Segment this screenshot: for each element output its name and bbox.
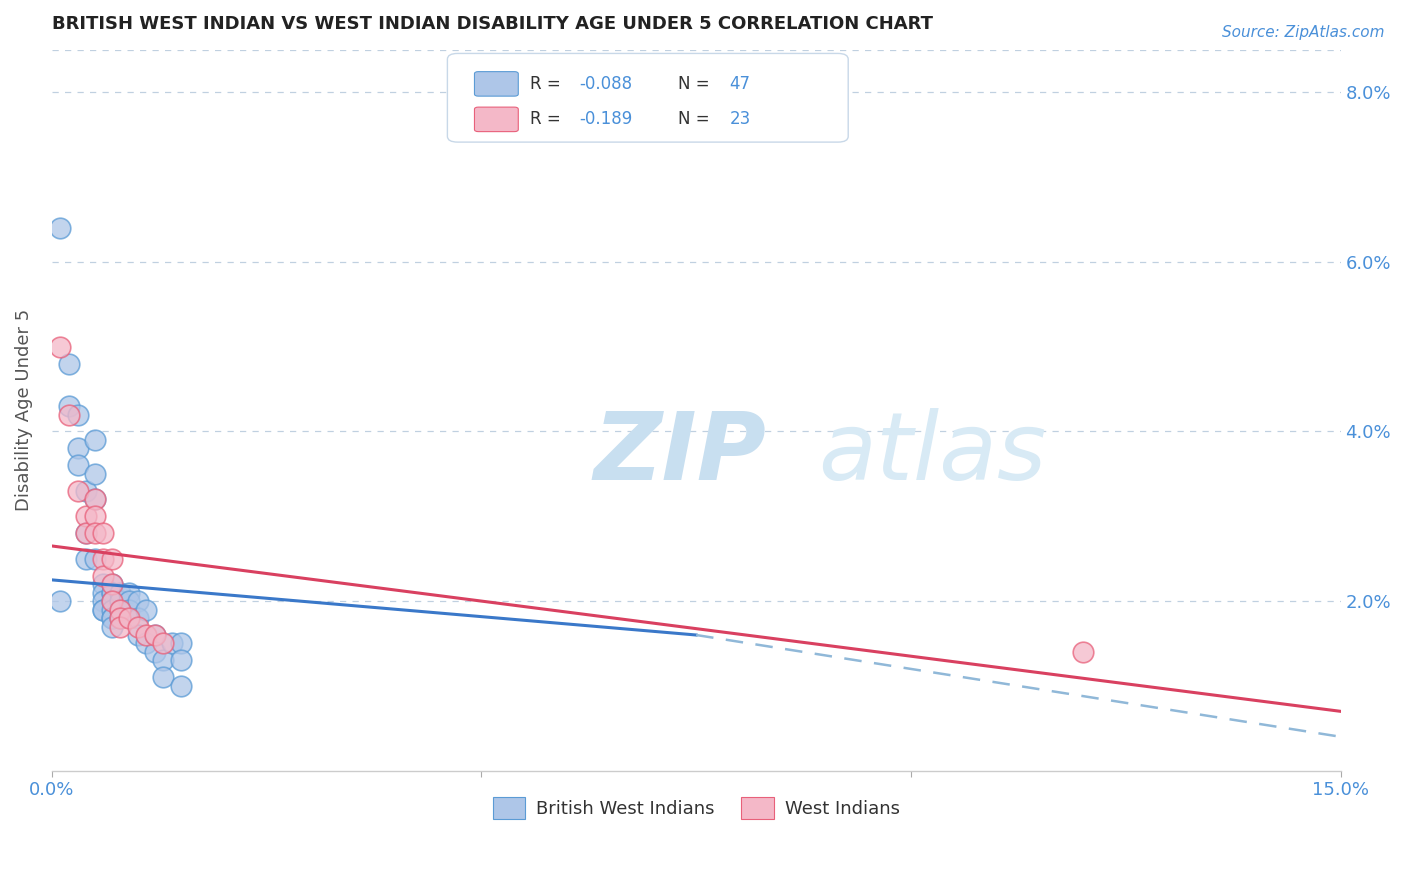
Text: Source: ZipAtlas.com: Source: ZipAtlas.com: [1222, 25, 1385, 40]
Text: atlas: atlas: [818, 408, 1047, 499]
Point: [66, 408, 89, 422]
Point: [101, 619, 124, 633]
Point: [143, 645, 166, 659]
Point: [83, 433, 105, 447]
Point: [110, 594, 132, 608]
Point: [110, 611, 132, 625]
Point: [101, 594, 124, 608]
Point: [66, 458, 89, 473]
Point: [101, 602, 124, 616]
Point: [91, 526, 114, 541]
Text: N =: N =: [678, 111, 716, 128]
Legend: British West Indians, West Indians: British West Indians, West Indians: [485, 790, 907, 827]
Point: [169, 636, 191, 650]
Point: [101, 594, 124, 608]
Point: [83, 467, 105, 481]
Point: [110, 619, 132, 633]
Point: [49, 340, 72, 354]
Point: [169, 679, 191, 693]
Point: [143, 628, 166, 642]
Point: [110, 585, 132, 599]
Point: [49, 221, 72, 235]
Point: [127, 628, 149, 642]
Point: [58, 357, 80, 371]
Point: [91, 602, 114, 616]
Point: [101, 611, 124, 625]
Point: [127, 619, 149, 633]
Point: [110, 602, 132, 616]
Point: [83, 492, 105, 507]
Text: -0.189: -0.189: [579, 111, 633, 128]
Point: [58, 408, 80, 422]
Point: [91, 551, 114, 566]
Point: [101, 585, 124, 599]
Point: [83, 492, 105, 507]
Point: [118, 602, 141, 616]
Point: [58, 399, 80, 413]
Point: [110, 611, 132, 625]
Point: [66, 442, 89, 456]
Point: [118, 594, 141, 608]
Point: [66, 483, 89, 498]
Point: [91, 594, 114, 608]
Point: [83, 551, 105, 566]
Point: [110, 602, 132, 616]
Text: -0.088: -0.088: [579, 75, 631, 93]
Point: [127, 594, 149, 608]
Point: [75, 551, 97, 566]
Text: R =: R =: [530, 75, 565, 93]
Point: [118, 611, 141, 625]
Y-axis label: Disability Age Under 5: Disability Age Under 5: [15, 310, 32, 511]
Point: [91, 602, 114, 616]
Point: [135, 602, 157, 616]
Point: [127, 611, 149, 625]
Point: [152, 670, 174, 684]
FancyBboxPatch shape: [474, 107, 519, 132]
Point: [118, 585, 141, 599]
Point: [143, 628, 166, 642]
Point: [169, 653, 191, 667]
FancyBboxPatch shape: [474, 71, 519, 96]
Text: BRITISH WEST INDIAN VS WEST INDIAN DISABILITY AGE UNDER 5 CORRELATION CHART: BRITISH WEST INDIAN VS WEST INDIAN DISAB…: [52, 15, 932, 33]
Point: [75, 509, 97, 524]
Point: [101, 585, 124, 599]
Point: [160, 636, 183, 650]
Point: [91, 577, 114, 591]
Text: R =: R =: [530, 111, 565, 128]
Text: 47: 47: [730, 75, 751, 93]
Text: ZIP: ZIP: [593, 408, 766, 500]
Point: [91, 585, 114, 599]
Text: 23: 23: [730, 111, 751, 128]
Point: [75, 526, 97, 541]
Point: [91, 568, 114, 582]
Point: [135, 628, 157, 642]
Point: [152, 653, 174, 667]
Point: [75, 483, 97, 498]
Point: [49, 594, 72, 608]
Point: [83, 526, 105, 541]
Point: [75, 526, 97, 541]
Text: N =: N =: [678, 75, 716, 93]
Point: [1071, 645, 1094, 659]
Point: [135, 636, 157, 650]
Point: [101, 551, 124, 566]
Point: [101, 577, 124, 591]
Point: [101, 611, 124, 625]
FancyBboxPatch shape: [447, 54, 848, 142]
Point: [83, 509, 105, 524]
Point: [152, 636, 174, 650]
Point: [101, 577, 124, 591]
